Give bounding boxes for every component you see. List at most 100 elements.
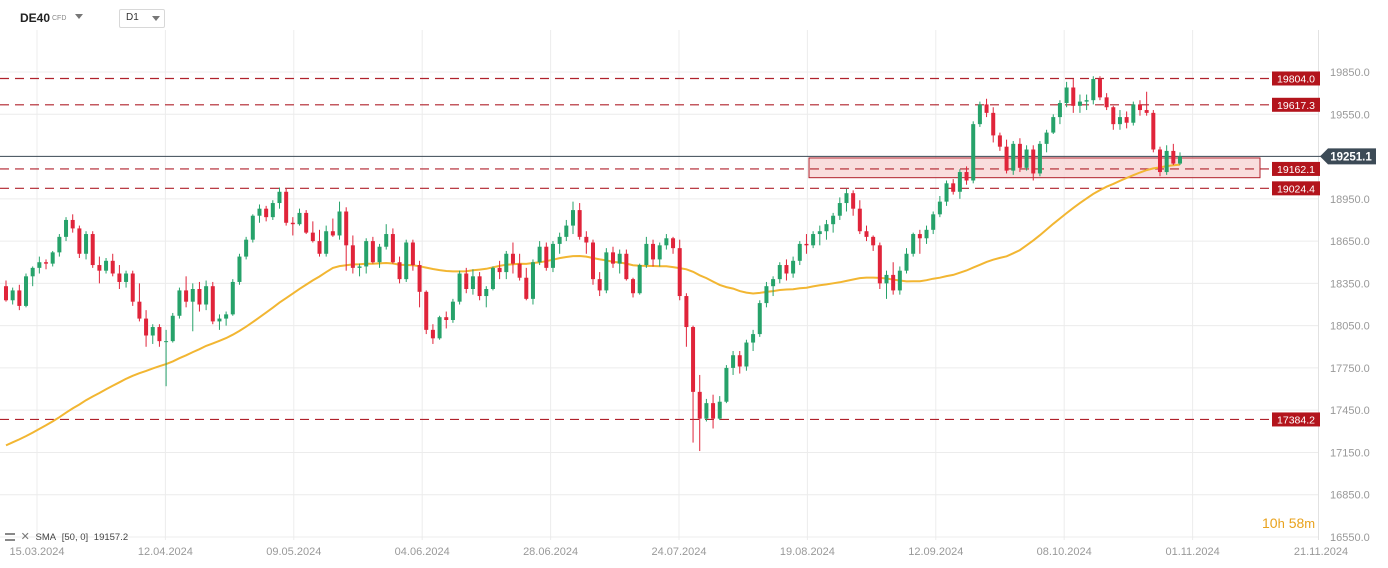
candle-body [217,318,222,322]
candle-body [557,236,562,244]
candle-body [831,215,836,225]
candle-body [817,231,822,235]
candle-body [657,245,662,260]
candle-body [984,104,989,113]
candle-body [1051,117,1056,133]
candle-body [397,262,402,280]
candle-body [1144,110,1149,113]
candle-body [1104,97,1109,108]
candle-body [1117,117,1122,125]
sma-50-line [5,163,1181,447]
date-tick-label: 15.03.2024 [9,546,64,558]
date-tick-label: 24.07.2024 [651,546,706,558]
candle-body [384,234,389,247]
candle-body [364,241,369,267]
candle-body [944,183,949,202]
candle-body [744,342,749,367]
time-axis: 15.03.2024 12.04.2024 09.05.2024 04.06.2024… [9,546,1348,558]
candle-body [637,265,642,294]
price-tick-label: 18650.0 [1330,236,1370,248]
candle-countdown: 10h 58m [1262,515,1315,531]
date-tick-label: 19.08.2024 [780,546,835,558]
candle-body [904,253,909,271]
candle-body [977,104,982,125]
candle-body [257,208,262,216]
candle-body [524,277,529,299]
candle-body [664,238,669,246]
candle-body [250,215,255,240]
candle-body [811,234,816,246]
candle-body [891,274,896,291]
candle-body [1031,149,1036,174]
candle-body [684,296,689,328]
candle-body [570,210,575,226]
price-tick-label: 17450.0 [1330,405,1370,417]
symbol-dropdown-icon[interactable] [75,14,83,19]
sma-legend-params: [50, 0] [61,532,89,543]
candle-body [911,234,916,254]
candle-body [324,231,329,254]
candle-body [837,203,842,216]
candle-body [84,234,89,254]
date-tick-label: 01.11.2024 [1165,546,1219,558]
candle-body [737,355,742,367]
candle-body [70,219,75,229]
candle-body [884,274,889,284]
candle-body [457,273,462,302]
date-tick-label: 28.06.2024 [523,546,578,558]
symbol-label[interactable]: DE40 [20,11,51,25]
candle-body [1157,149,1162,173]
legend-settings-icon[interactable] [5,533,15,542]
current-price-label-bg [1320,148,1376,165]
candle-body [297,212,302,225]
candle-body [270,203,275,218]
candle-body [97,265,102,271]
candle-body [597,279,602,291]
close-icon[interactable]: ✕ [20,531,30,543]
candle-body [771,279,776,287]
candle-body [1131,104,1136,123]
candle-body [877,245,882,284]
candle-body [651,243,656,260]
candle-body [917,234,922,239]
timeframe-select[interactable]: D1 [119,9,165,28]
candle-body [757,303,762,335]
candle-body [1177,156,1183,164]
candle-body [844,193,849,204]
date-tick-label: 09.05.2024 [266,546,321,558]
candle-body [644,243,649,266]
candle-body [510,253,515,264]
instrument-type-label: CFD [52,15,67,22]
candle-body [157,327,162,342]
candle-body [1017,143,1022,168]
candle-body [797,243,802,261]
candle-body [897,270,902,291]
candle-body [724,367,729,402]
candle-body [991,112,996,136]
candle-body [177,290,182,316]
candle-body [10,290,15,301]
price-axis: 16550.0 16850.0 17150.0 17450.0 17750.0 18050… [1330,67,1370,544]
sma-legend[interactable]: ✕ SMA [50, 0] 19157.2 [5,530,131,543]
candle-body [784,265,789,274]
candle-body [237,256,242,282]
candle-body [851,193,856,209]
candle-body [864,231,869,237]
candle-body [184,290,189,302]
candle-body [1111,107,1116,125]
candle-body [37,262,42,268]
price-tick-label: 19850.0 [1330,67,1370,79]
candle-body [777,265,782,280]
candle-body [344,211,349,246]
candle-body [537,246,542,263]
level-label-bg [1272,161,1320,176]
candle-body [1164,150,1169,173]
candle-body [577,210,582,237]
candle-body [417,265,422,292]
price-tick-label: 18350.0 [1330,278,1370,290]
candle-body [504,253,509,273]
sma-legend-name: SMA [35,532,57,543]
candle-body [64,219,69,237]
candle-body [77,228,82,254]
